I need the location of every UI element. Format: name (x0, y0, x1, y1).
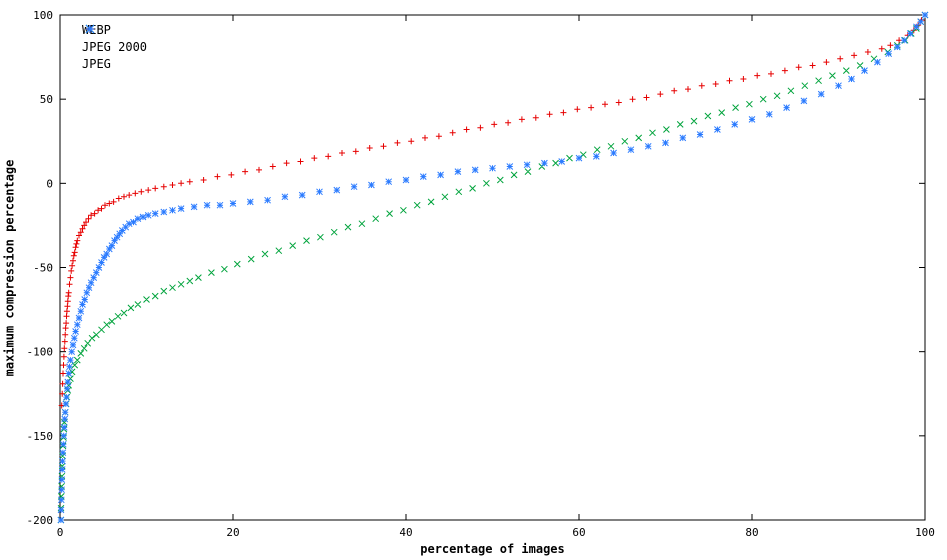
legend-label-webp: WEBP (82, 22, 111, 37)
svg-text:-150: -150 (27, 430, 54, 443)
jpeg-star-marker-icon (85, 24, 95, 34)
svg-text:100: 100 (915, 526, 935, 539)
svg-text:80: 80 (745, 526, 758, 539)
legend-label-jpeg: JPEG (82, 56, 111, 71)
svg-text:100: 100 (33, 9, 53, 22)
legend: WEBP JPEG 2000 JPEG (82, 21, 147, 72)
svg-text:20: 20 (226, 526, 239, 539)
svg-text:0: 0 (57, 526, 64, 539)
legend-label-jpeg2000: JPEG 2000 (82, 39, 148, 54)
svg-text:-100: -100 (27, 346, 54, 359)
legend-item-jpeg: JPEG (82, 24, 147, 72)
x-axis-label: percentage of images (420, 542, 565, 556)
svg-text:40: 40 (399, 526, 412, 539)
svg-text:0: 0 (46, 177, 53, 190)
svg-text:-200: -200 (27, 514, 54, 527)
svg-text:-50: -50 (33, 262, 53, 275)
svg-text:60: 60 (572, 526, 585, 539)
svg-text:50: 50 (40, 93, 53, 106)
y-axis-label: maximum compression percentage (2, 159, 17, 377)
legend-item-jpeg2000: JPEG 2000 (82, 24, 148, 55)
